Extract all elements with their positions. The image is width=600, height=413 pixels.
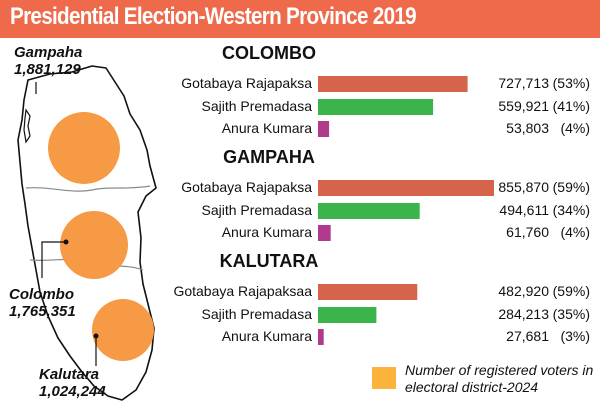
percent-label: (35%)	[553, 306, 590, 322]
colombo-voters-circle	[60, 211, 128, 279]
percent-label: (53%)	[553, 75, 590, 91]
vote-bar	[318, 329, 324, 345]
vote-bar	[318, 76, 468, 92]
kalutara-voters-circle	[92, 299, 154, 361]
percent-label: (41%)	[553, 98, 590, 114]
candidate-label: Sajith Premadasa	[201, 306, 312, 322]
votes-label: 53,803	[506, 120, 549, 136]
colombo-label: Colombo 1,765,351	[9, 286, 76, 320]
votes-label: 855,870	[498, 179, 549, 195]
candidate-label: Sajith Premadasa	[201, 98, 312, 114]
colombo-name: Colombo	[9, 286, 74, 303]
votes-label: 494,611	[499, 202, 549, 218]
vote-bar	[318, 99, 434, 115]
gampaha-label: Gampaha 1,881,129	[14, 44, 82, 78]
district-heading: KALUTARA	[220, 251, 319, 271]
vote-bar	[318, 307, 377, 323]
vote-bar	[318, 180, 494, 196]
kalutara-name: Kalutara	[39, 366, 100, 383]
percent-label: (59%)	[553, 283, 590, 299]
votes-label: 559,921	[498, 98, 549, 114]
page-title: Presidential Election-Western Province 2…	[10, 3, 417, 30]
colombo-point-marker	[63, 239, 69, 245]
vote-bar	[318, 284, 418, 300]
gampaha-name: Gampaha	[14, 44, 83, 61]
votes-label: 61,760	[506, 224, 549, 240]
votes-label: 284,213	[498, 306, 549, 322]
colombo-voters: 1,765,351	[9, 303, 76, 320]
percent-label: (59%)	[553, 179, 590, 195]
candidate-label: Anura Kumara	[222, 120, 312, 136]
vote-bar	[318, 121, 330, 137]
colombo-leader-line	[41, 241, 66, 278]
percent-label: (4%)	[560, 224, 590, 240]
candidate-label: Gotabaya Rajapaksaa	[173, 283, 312, 299]
percent-label: (3%)	[560, 328, 590, 344]
title-bar: Presidential Election-Western Province 2…	[0, 0, 600, 38]
gampaha-voters-circle	[48, 112, 120, 184]
votes-label: 727,713	[498, 75, 549, 91]
candidate-label: Anura Kumara	[222, 328, 312, 344]
votes-label: 27,681	[506, 328, 549, 344]
vote-bar	[318, 225, 331, 241]
gampaha-colombo-boundary	[25, 185, 151, 192]
percent-label: (34%)	[553, 202, 590, 218]
kalutara-label: Kalutara 1,024,244	[39, 366, 106, 400]
district-heading: GAMPAHA	[223, 147, 315, 167]
candidate-label: Gotabaya Rajapaksa	[181, 179, 312, 195]
candidate-label: Sajith Premadasa	[201, 202, 312, 218]
western-province-map	[17, 65, 157, 401]
kalutara-point-marker	[93, 333, 99, 339]
district-heading: COLOMBO	[222, 43, 316, 63]
percent-label: (4%)	[560, 120, 590, 136]
candidate-label: Anura Kumara	[222, 224, 312, 240]
lagoon-shape	[23, 108, 31, 144]
legend-swatch	[372, 367, 396, 389]
candidate-label: Gotabaya Rajapaksa	[181, 75, 312, 91]
vote-bar	[318, 203, 420, 219]
legend-text: Number of registered voters in electoral…	[405, 362, 594, 395]
gampaha-voters: 1,881,129	[14, 61, 81, 78]
votes-label: 482,920	[498, 283, 549, 299]
kalutara-voters: 1,024,244	[39, 383, 106, 400]
